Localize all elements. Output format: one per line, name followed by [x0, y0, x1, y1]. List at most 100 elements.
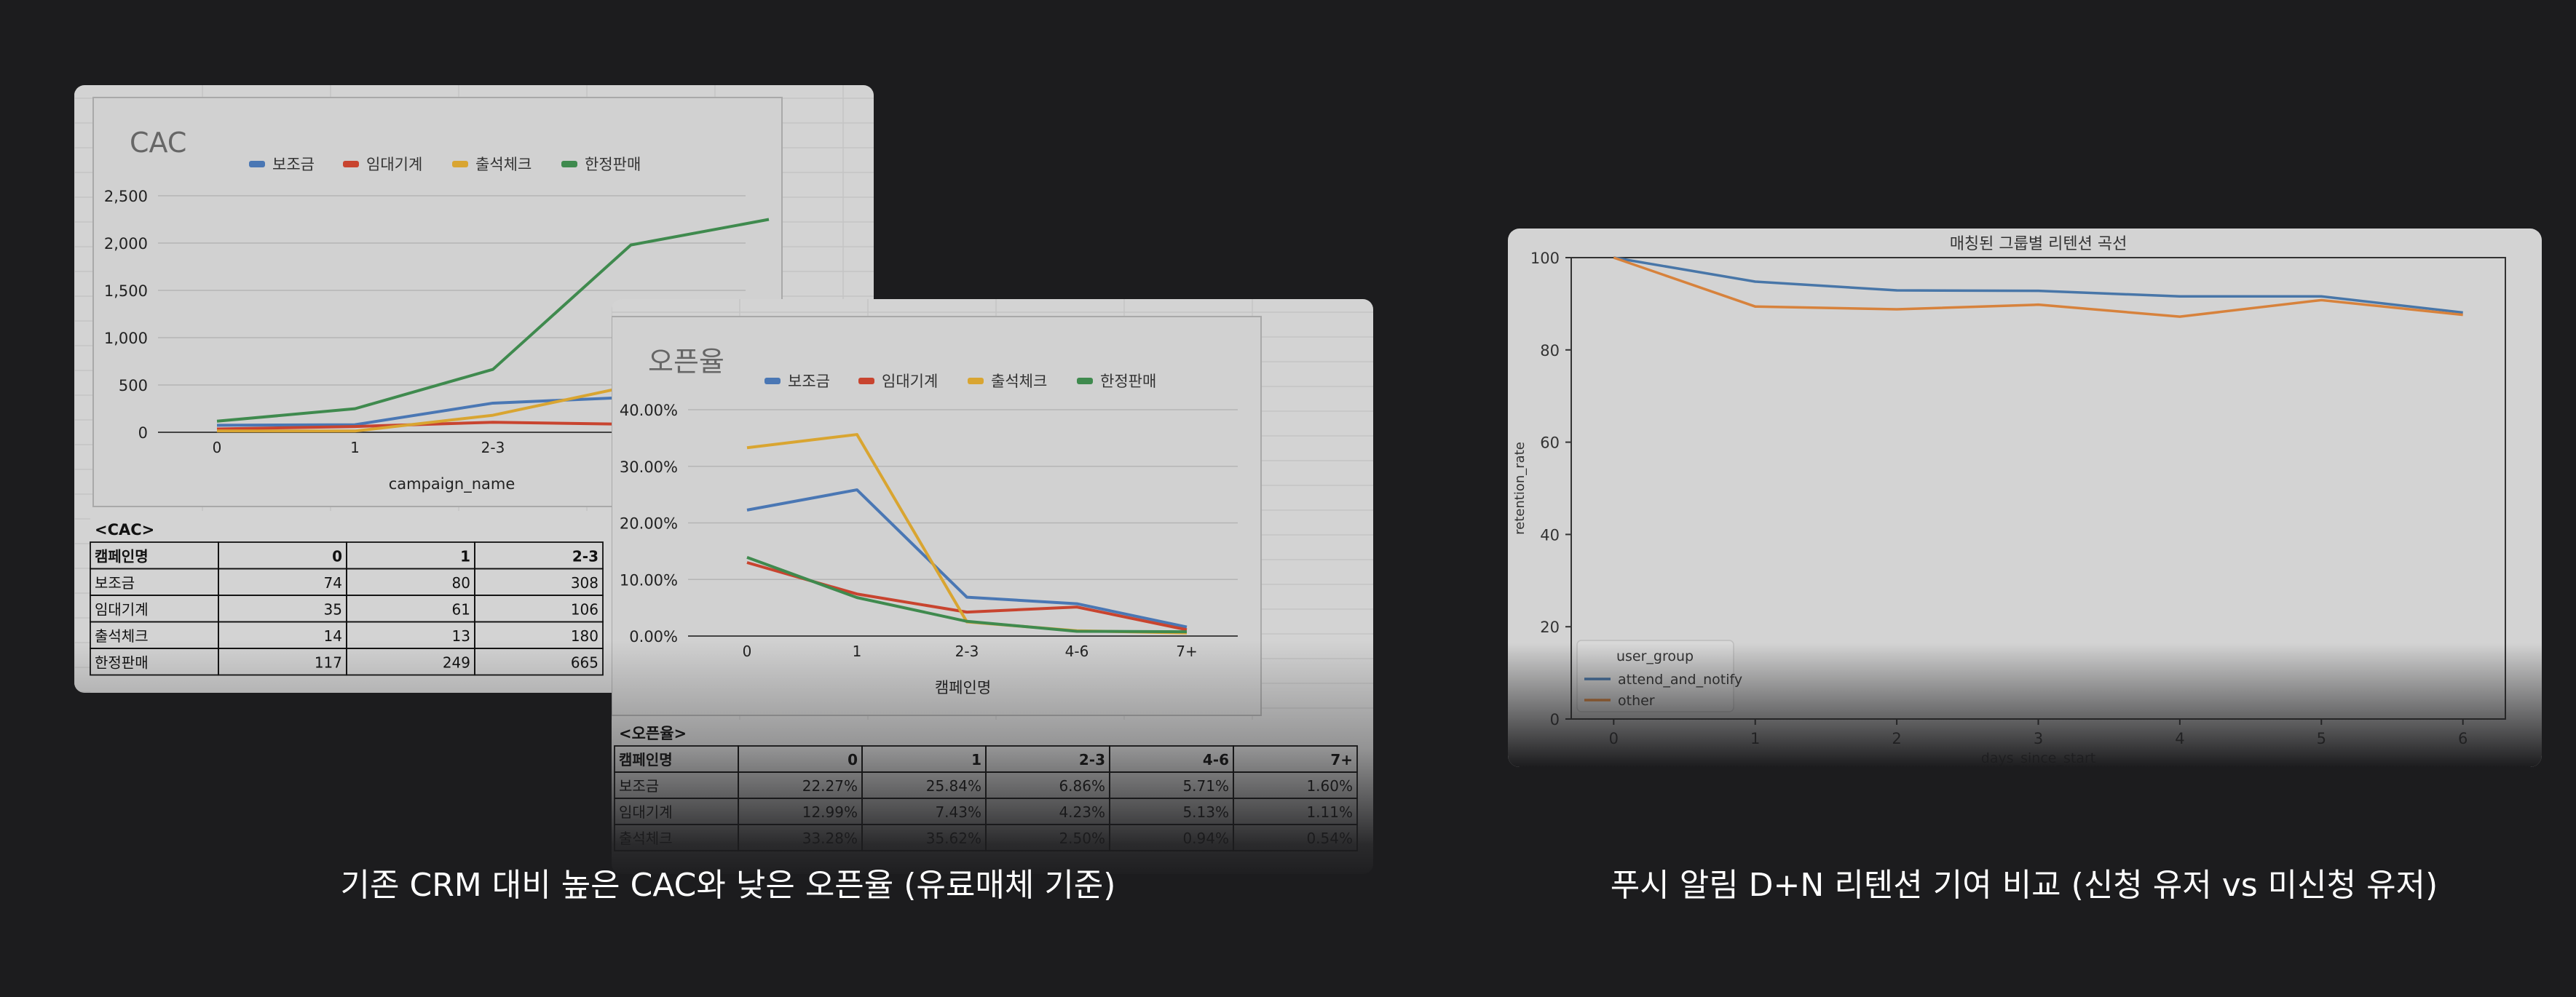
- series-line-3: [746, 556, 1188, 634]
- series-line-0: [746, 488, 1188, 629]
- table-data-cell: 12.99%: [802, 803, 858, 821]
- table-header-cell: 2-3: [1079, 751, 1105, 768]
- table-data-cell: 13: [452, 627, 470, 645]
- y-tick-label: 40.00%: [620, 402, 678, 419]
- table-data-cell: 2.50%: [1059, 830, 1105, 847]
- legend-title: user_group: [1616, 648, 1694, 664]
- x-tick-label: 7+: [1176, 643, 1197, 660]
- x-tick-label: 1: [853, 643, 862, 660]
- table-data-cell: 35.62%: [926, 830, 981, 847]
- chart-legend: 보조금 임대기계 출석체크 한정판매: [764, 373, 1156, 390]
- legend-label-1: 임대기계: [366, 156, 422, 173]
- table-data-cell: 출석체크: [95, 627, 149, 645]
- table-data-cell: 249: [443, 654, 470, 672]
- table-header-cell: 7+: [1330, 751, 1353, 768]
- table-data-cell: 117: [315, 654, 342, 672]
- y-axis-label: retention_rate: [1512, 442, 1528, 535]
- x-axis-label: days_since_start: [1981, 750, 2095, 766]
- legend-swatch-2: [452, 161, 468, 167]
- table-header-cell: 캠페인명: [95, 548, 149, 565]
- legend-label-3: 한정판매: [585, 156, 641, 173]
- y-tick-label: 20.00%: [620, 515, 678, 533]
- x-tick-label: 1: [1750, 730, 1760, 747]
- table-header-cell: 1: [971, 751, 981, 768]
- x-tick-label: 3: [2034, 730, 2043, 747]
- table-header-cell: 0: [848, 751, 858, 768]
- y-tick-label: 60: [1540, 434, 1560, 452]
- x-tick-label: 5: [2317, 730, 2326, 747]
- x-axis-label: 캠페인명: [935, 679, 991, 696]
- x-tick-label: 2-3: [481, 439, 505, 456]
- legend-label-2: 출석체크: [475, 156, 532, 173]
- legend-swatch-3: [561, 161, 577, 167]
- y-tick-label: 0: [1550, 711, 1560, 728]
- series-line-0: [1613, 256, 2463, 314]
- series-line-1: [1613, 256, 2463, 318]
- x-tick-label: 0: [1609, 730, 1619, 747]
- table-data-cell: 25.84%: [926, 777, 981, 795]
- table-header-cell: 1: [460, 548, 470, 565]
- legend-swatch-1: [343, 161, 359, 167]
- table-data-cell: 665: [571, 654, 598, 672]
- table-label: <오픈율>: [619, 725, 687, 742]
- retention-panel: 매칭된 그룹별 리텐션 곡선 0 20 40 60 80 100 0 1 2 3 4 5 6 days_si…: [1508, 229, 2542, 767]
- table-data-cell: 80: [452, 574, 470, 592]
- table-data-cell: 한정판매: [95, 654, 149, 672]
- table-data-cell: 14: [324, 627, 342, 645]
- y-tick-label: 500: [119, 377, 148, 394]
- series-line-3: [216, 218, 770, 423]
- y-tick-label: 30.00%: [620, 458, 678, 476]
- table-data-cell: 0.94%: [1182, 830, 1229, 847]
- x-tick-label: 6: [2458, 730, 2468, 747]
- y-tick-label: 1,000: [104, 330, 148, 347]
- legend-swatch-2: [968, 378, 984, 384]
- legend-label-2: 출석체크: [991, 373, 1047, 390]
- table-data-cell: 보조금: [95, 574, 135, 592]
- y-tick-label: 0: [138, 424, 148, 442]
- table-data-cell: 35: [324, 601, 342, 619]
- legend-label-1: other: [1618, 693, 1655, 709]
- openrate-panel: 오픈율 보조금 임대기계 출석체크 한정판매 0.00% 10.00% 20.00% 30.00…: [612, 299, 1373, 874]
- table-data-cell: 출석체크: [619, 830, 673, 847]
- legend-label-0: 보조금: [272, 156, 315, 173]
- x-tick-label: 0: [743, 643, 752, 660]
- table-data-cell: 임대기계: [95, 601, 149, 619]
- y-tick-label: 40: [1540, 526, 1560, 544]
- y-tick-label: 0.00%: [629, 628, 678, 646]
- chart-legend: 보조금 임대기계 출석체크 한정판매: [249, 156, 641, 173]
- x-tick-label: 4-6: [1065, 643, 1089, 660]
- x-tick-label: 1: [350, 439, 360, 456]
- caption-left: 기존 CRM 대비 높은 CAC와 낮은 오픈율 (유료매체 기준): [340, 867, 1116, 904]
- table-data-cell: 5.71%: [1182, 777, 1229, 795]
- legend-label-3: 한정판매: [1100, 373, 1156, 390]
- table-data-cell: 33.28%: [802, 830, 858, 847]
- x-tick-label: 4: [2175, 730, 2184, 747]
- table-header-cell: 2-3: [572, 548, 598, 565]
- table-data-cell: 106: [571, 601, 598, 619]
- y-tick-label: 10.00%: [620, 571, 678, 589]
- caption-right: 푸시 알림 D+N 리텐션 기여 비교 (신청 유저 vs 미신청 유저): [1610, 867, 2438, 904]
- table-data-cell: 임대기계: [619, 803, 673, 821]
- x-axis-label: campaign_name: [389, 475, 515, 493]
- legend-label-0: attend_and_notify: [1618, 672, 1742, 688]
- table-data-cell: 22.27%: [802, 777, 858, 795]
- table-data-cell: 4.23%: [1059, 803, 1105, 821]
- table-data-cell: 61: [452, 601, 470, 619]
- legend-label-1: 임대기계: [882, 373, 938, 390]
- table-header-cell: 0: [332, 548, 342, 565]
- x-tick-label: 0: [213, 439, 222, 456]
- chart-title: CAC: [130, 127, 186, 159]
- legend-swatch-0: [249, 161, 265, 167]
- table-header-cell: 4-6: [1203, 751, 1229, 768]
- retention-chart: 매칭된 그룹별 리텐션 곡선 0 20 40 60 80 100 0 1 2 3 4 5 6 days_si…: [1512, 235, 2506, 766]
- y-tick-label: 2,000: [104, 235, 148, 253]
- table-label: <CAC>: [95, 521, 154, 539]
- table-header-cell: 캠페인명: [619, 751, 673, 768]
- table-data-cell: 308: [571, 574, 598, 592]
- x-tick-label: 2-3: [955, 643, 979, 660]
- y-tick-label: 1,500: [104, 282, 148, 300]
- table-data-cell: 1.60%: [1306, 777, 1353, 795]
- chart-title: 오픈율: [648, 346, 724, 378]
